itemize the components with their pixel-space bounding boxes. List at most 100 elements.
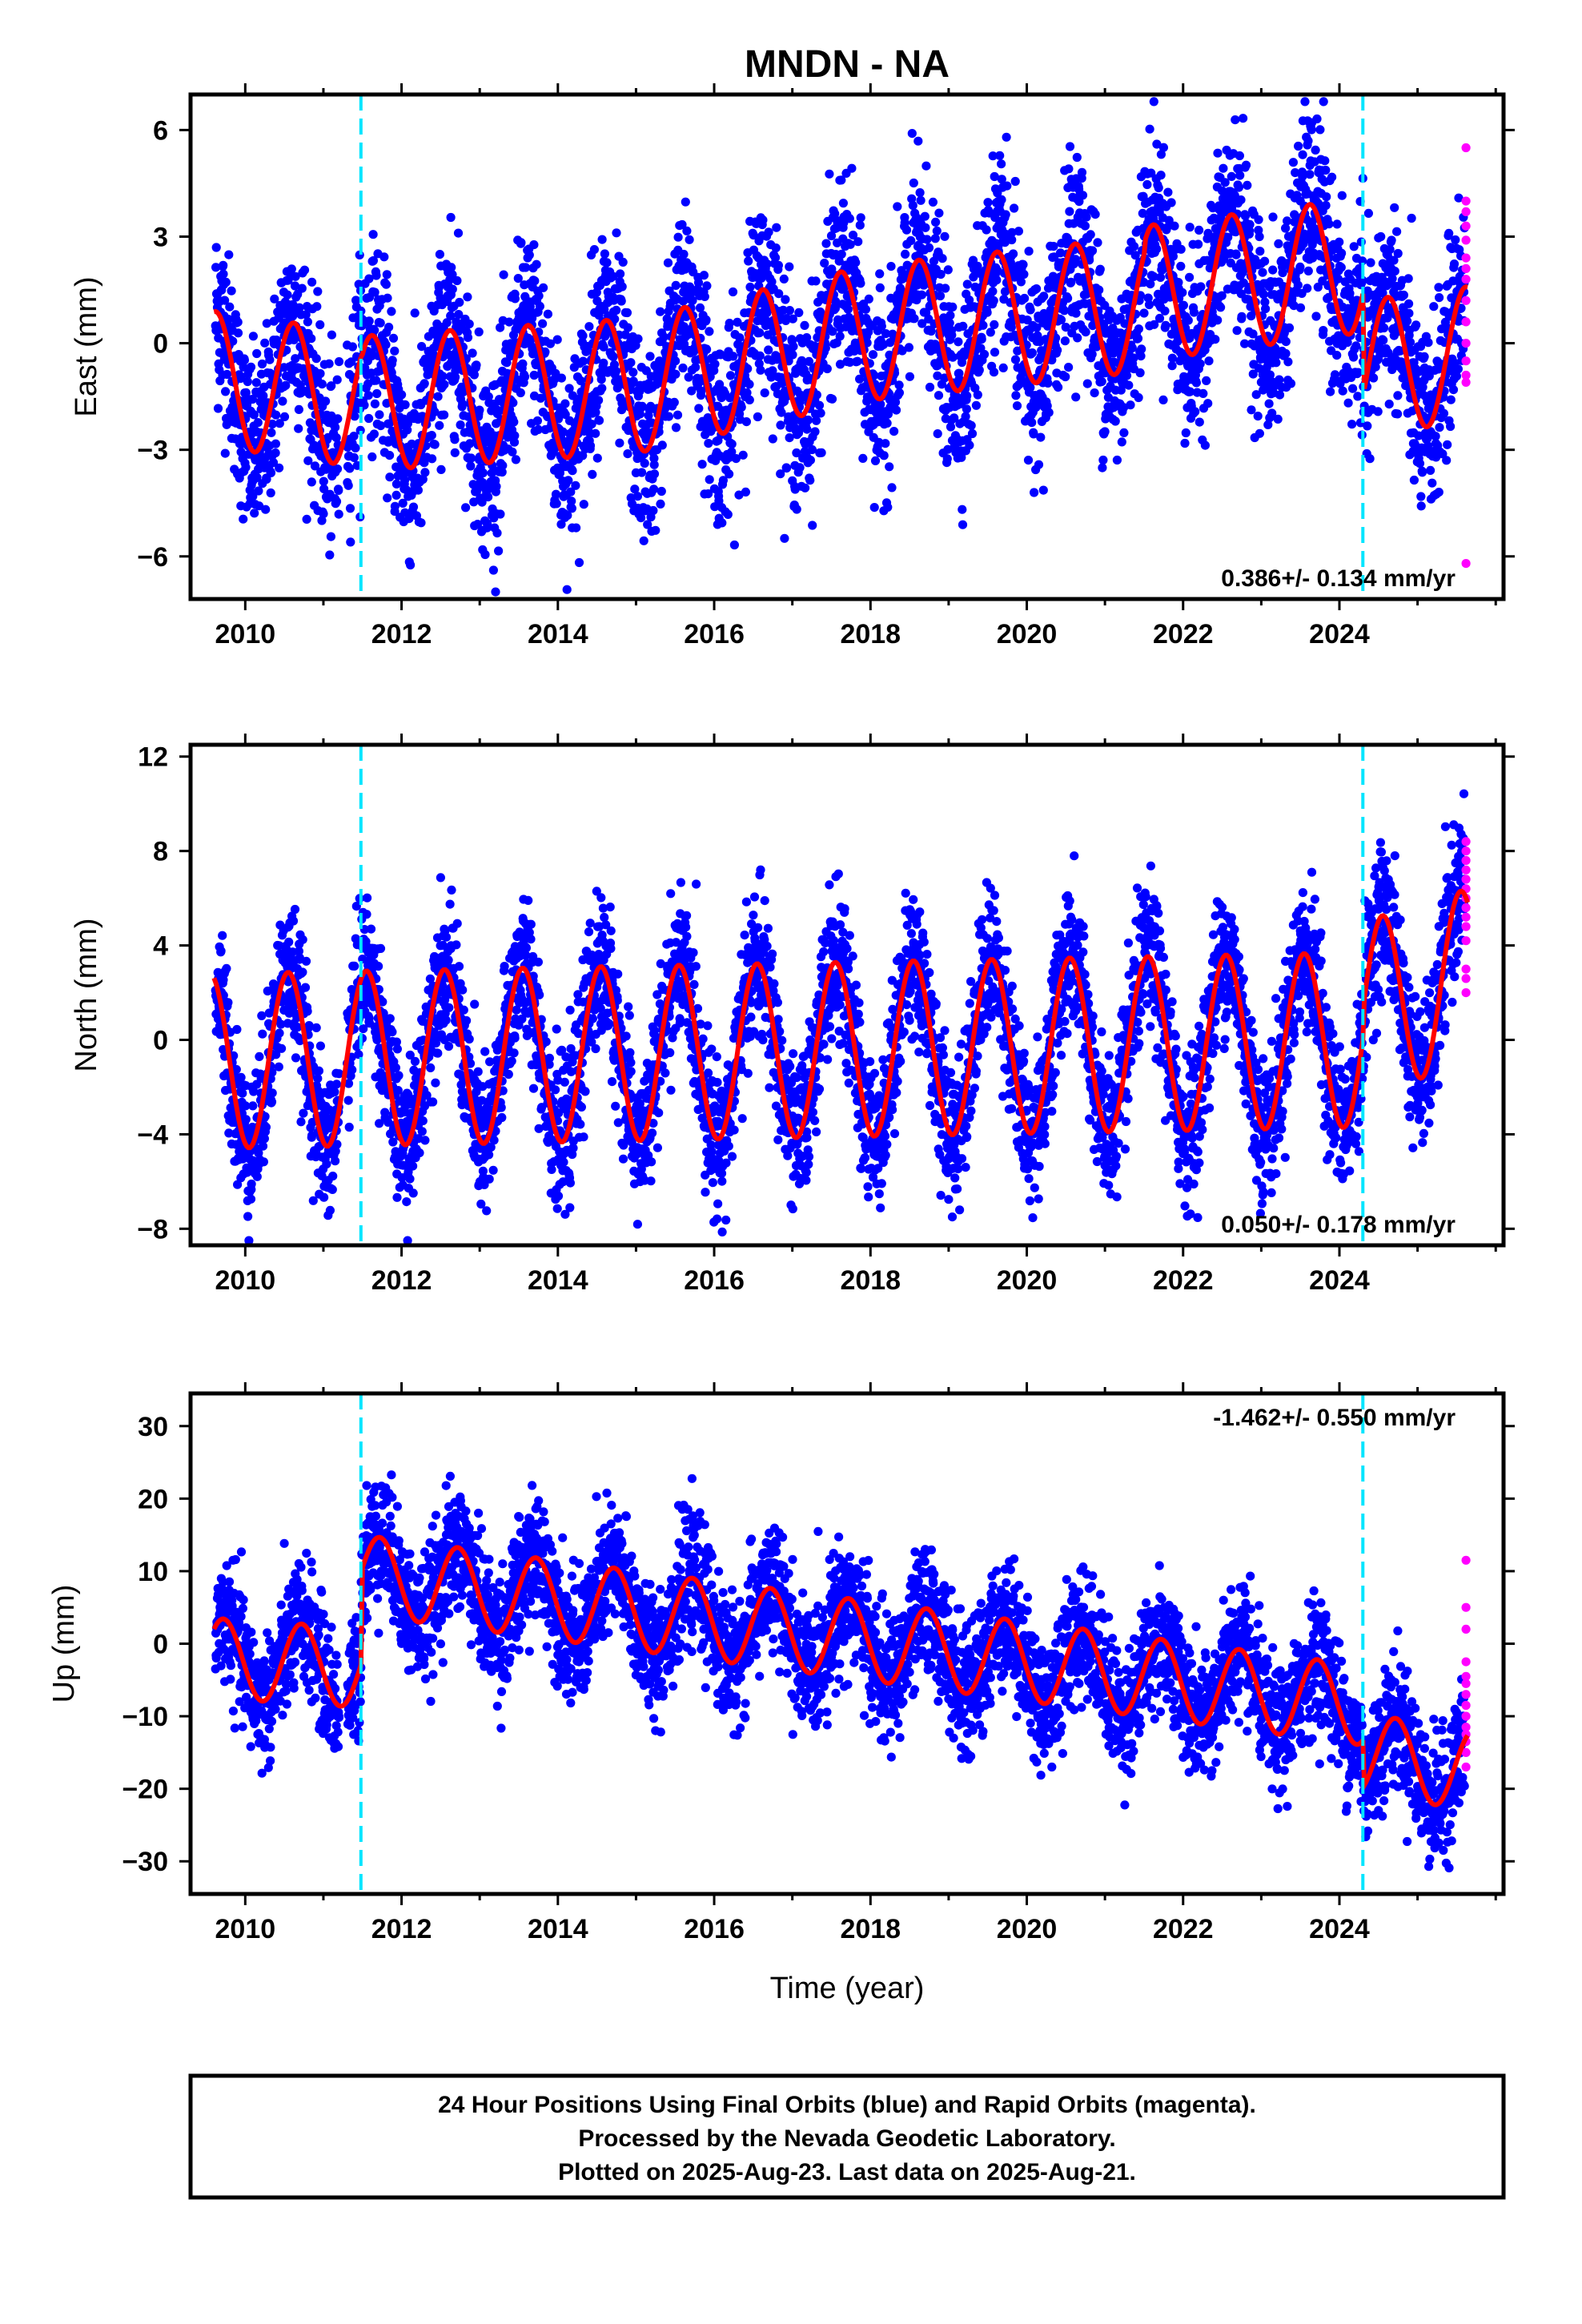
east-final-point — [557, 374, 566, 383]
east-final-point — [281, 381, 290, 390]
east-final-point — [307, 334, 315, 343]
east-final-point — [805, 476, 814, 485]
east-final-point — [881, 439, 889, 448]
east-final-point — [468, 348, 477, 357]
east-final-point — [804, 416, 813, 424]
east-final-point — [480, 550, 489, 559]
east-final-point — [406, 561, 415, 569]
east-final-point — [440, 411, 448, 420]
east-final-point — [224, 251, 233, 259]
east-final-point — [333, 376, 342, 384]
east-final-point — [651, 526, 660, 535]
east-final-point — [364, 414, 373, 423]
east-final-point — [673, 411, 682, 420]
east-final-point — [252, 349, 261, 358]
east-final-point — [346, 504, 355, 513]
east-final-point — [312, 354, 321, 363]
east-final-point — [726, 371, 735, 380]
east-final-point — [491, 588, 500, 597]
east-final-point — [681, 198, 690, 207]
east-final-point — [312, 302, 321, 311]
east-final-point — [704, 439, 713, 448]
east-final-point — [871, 456, 880, 465]
east-final-point — [815, 401, 824, 410]
east-final-point — [776, 420, 785, 429]
east-final-point — [249, 332, 258, 340]
chart-title: MNDN - NA — [745, 43, 950, 86]
east-final-point — [729, 287, 737, 296]
east-final-point — [806, 456, 815, 464]
east-final-point — [371, 400, 379, 408]
east-final-point — [737, 403, 746, 412]
east-final-point — [392, 480, 401, 489]
east-final-point — [700, 271, 709, 279]
east-final-point — [397, 390, 406, 399]
east-final-point — [845, 214, 854, 223]
east-final-point — [214, 404, 223, 412]
east-final-point — [755, 328, 764, 337]
east-final-point — [889, 427, 898, 436]
east-final-point — [401, 400, 410, 409]
east-final-point — [571, 481, 580, 490]
east-final-point — [252, 378, 261, 387]
east-final-point — [774, 261, 783, 270]
east-final-point — [436, 465, 445, 474]
east-final-point — [518, 360, 527, 368]
east-final-point — [334, 486, 343, 495]
east-final-point — [227, 287, 236, 296]
east-final-point — [785, 306, 794, 315]
east-final-point — [451, 448, 460, 457]
east-final-point — [533, 416, 542, 425]
east-final-point — [532, 260, 541, 269]
east-final-point — [388, 356, 397, 364]
east-final-point — [369, 230, 378, 239]
east-final-point — [458, 400, 467, 408]
east-final-point — [672, 281, 681, 290]
east-final-point — [516, 388, 525, 397]
east-final-point — [745, 283, 754, 292]
east-final-point — [817, 448, 826, 457]
east-final-point — [568, 504, 576, 513]
east-final-point — [637, 468, 646, 476]
east-final-point — [241, 463, 250, 472]
east-final-point — [315, 369, 324, 378]
east-final-point — [516, 238, 525, 247]
east-final-point — [599, 359, 608, 368]
east-final-point — [294, 424, 303, 433]
east-final-point — [788, 350, 797, 359]
east-final-point — [728, 440, 737, 448]
east-final-point — [278, 396, 287, 405]
east-final-point — [578, 332, 587, 340]
east-final-point — [593, 454, 602, 463]
east-final-point — [821, 239, 830, 248]
east-final-point — [331, 423, 339, 432]
east-final-point — [219, 261, 227, 270]
east-final-point — [383, 294, 391, 303]
east-final-point — [275, 464, 283, 472]
east-final-point — [428, 454, 436, 463]
east-final-point — [267, 489, 275, 497]
east-final-point — [267, 428, 275, 437]
east-final-point — [645, 352, 654, 360]
east-final-point — [710, 360, 719, 368]
east-final-point — [240, 356, 249, 364]
east-final-point — [671, 370, 680, 379]
east-final-point — [657, 487, 666, 496]
east-final-point — [656, 308, 665, 316]
east-final-point — [371, 271, 380, 279]
east-final-point — [640, 537, 648, 545]
east-final-point — [492, 529, 501, 537]
east-final-point — [893, 202, 901, 211]
east-final-point — [584, 322, 593, 331]
east-final-point — [498, 461, 507, 470]
east-final-point — [701, 316, 710, 324]
east-final-point — [436, 250, 444, 259]
east-final-point — [315, 320, 324, 329]
east-final-point — [694, 278, 703, 287]
east-final-point — [261, 505, 270, 514]
east-final-point — [385, 451, 394, 460]
east-final-point — [580, 500, 588, 509]
east-final-point — [271, 448, 280, 457]
east-final-point — [364, 391, 373, 400]
east-final-point — [853, 357, 861, 366]
